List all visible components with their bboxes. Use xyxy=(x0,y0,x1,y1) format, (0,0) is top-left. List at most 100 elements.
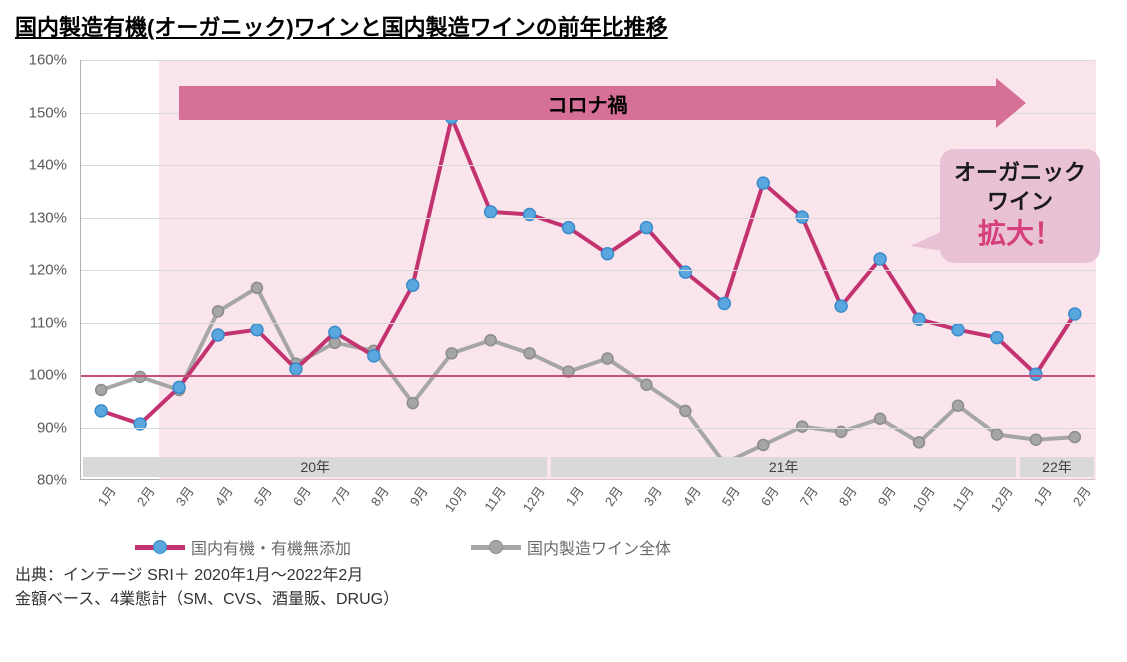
plot-area: コロナ禍20年21年22年オーガニックワイン拡大！ xyxy=(80,60,1095,480)
data-point xyxy=(290,363,302,375)
data-point xyxy=(602,353,613,364)
callout-tail-icon xyxy=(910,228,950,252)
data-point xyxy=(680,405,691,416)
legend-swatch xyxy=(135,545,185,550)
x-tick-label: 6月 xyxy=(287,482,314,509)
y-tick-label: 150% xyxy=(29,104,67,121)
data-point xyxy=(563,222,575,234)
gridline xyxy=(81,428,1095,429)
baseline-100 xyxy=(81,375,1095,377)
x-tick-label: 10月 xyxy=(908,482,939,515)
x-tick-label: 8月 xyxy=(365,482,392,509)
chart-container: 80% 90% 100% 110% 120% 130% 140% 150% 160% コロナ禍 2… xyxy=(15,50,1105,560)
y-tick-label: 80% xyxy=(37,472,67,489)
x-tick-label: 11月 xyxy=(479,482,510,515)
data-point xyxy=(368,350,380,362)
source-text: 出典：インテージ SRI＋ 2020年1月～2022年2月 金額ベース、4業態計… xyxy=(15,564,1112,612)
y-tick-label: 120% xyxy=(29,262,67,279)
x-tick-label: 6月 xyxy=(756,482,783,509)
legend-swatch xyxy=(471,545,521,550)
x-tick-label: 1月 xyxy=(560,482,587,509)
x-axis: 1月2月3月4月5月6月7月8月9月10月11月12月1月2月3月4月5月6月7… xyxy=(80,482,1095,532)
x-tick-label: 1月 xyxy=(92,482,119,509)
data-point xyxy=(251,324,263,336)
x-tick-label: 4月 xyxy=(677,482,704,509)
legend-marker-icon xyxy=(489,540,503,554)
legend-item: 国内製造ワイン全体 xyxy=(471,535,671,559)
corona-arrow: コロナ禍 xyxy=(179,86,1026,120)
data-point xyxy=(213,306,224,317)
data-point xyxy=(1030,434,1041,445)
x-tick-label: 4月 xyxy=(209,482,236,509)
data-point xyxy=(874,253,886,265)
arrow-head-icon xyxy=(996,78,1026,128)
data-point xyxy=(95,405,107,417)
y-tick-label: 100% xyxy=(29,367,67,384)
x-tick-label: 3月 xyxy=(638,482,665,509)
legend: 国内有機・有機無添加 国内製造ワイン全体 xyxy=(135,535,671,559)
source-line-2: 金額ベース、4業態計（SM、CVS、酒量販、DRUG） xyxy=(15,588,1112,612)
gridline xyxy=(81,60,1095,61)
data-point xyxy=(952,324,964,336)
gridline xyxy=(81,270,1095,271)
year-band: 22年 xyxy=(1020,457,1094,477)
corona-arrow-label: コロナ禍 xyxy=(179,86,996,120)
chart-title: 国内製造有機(オーガニック)ワインと国内製造ワインの前年比推移 xyxy=(15,10,1112,42)
data-point xyxy=(446,348,457,359)
x-tick-label: 1月 xyxy=(1029,482,1056,509)
y-tick-label: 140% xyxy=(29,157,67,174)
data-point xyxy=(641,379,652,390)
data-point xyxy=(212,329,224,341)
data-point xyxy=(875,413,886,424)
x-tick-label: 11月 xyxy=(947,482,978,515)
x-tick-label: 2月 xyxy=(599,482,626,509)
data-point xyxy=(1069,432,1080,443)
y-tick-label: 130% xyxy=(29,209,67,226)
callout-bubble: オーガニックワイン拡大！ xyxy=(940,149,1100,263)
data-point xyxy=(485,335,496,346)
data-point xyxy=(485,206,497,218)
source-line-1: 出典：インテージ SRI＋ 2020年1月～2022年2月 xyxy=(15,564,1112,588)
legend-label: 国内有機・有機無添加 xyxy=(191,535,351,559)
data-point xyxy=(640,222,652,234)
data-point xyxy=(679,266,691,278)
data-point xyxy=(758,439,769,450)
x-tick-label: 9月 xyxy=(404,482,431,509)
callout-line1: オーガニック xyxy=(954,159,1086,188)
data-point xyxy=(251,282,262,293)
data-point xyxy=(407,279,419,291)
gridline xyxy=(81,323,1095,324)
data-point xyxy=(952,400,963,411)
x-tick-label: 8月 xyxy=(834,482,861,509)
x-tick-label: 12月 xyxy=(517,482,548,515)
x-tick-label: 10月 xyxy=(439,482,470,515)
x-tick-label: 7月 xyxy=(795,482,822,509)
data-point xyxy=(524,209,536,221)
x-tick-label: 12月 xyxy=(986,482,1017,515)
data-point xyxy=(601,248,613,260)
data-point xyxy=(1069,308,1081,320)
data-point xyxy=(173,381,185,393)
data-point xyxy=(991,429,1002,440)
data-point xyxy=(329,326,341,338)
x-tick-label: 5月 xyxy=(717,482,744,509)
data-point xyxy=(718,298,730,310)
x-tick-label: 2月 xyxy=(131,482,158,509)
y-tick-label: 110% xyxy=(30,314,67,331)
data-point xyxy=(835,300,847,312)
y-axis: 80% 90% 100% 110% 120% 130% 140% 150% 160% xyxy=(15,50,75,560)
x-tick-label: 7月 xyxy=(326,482,353,509)
data-point xyxy=(96,384,107,395)
data-point xyxy=(914,437,925,448)
legend-marker-icon xyxy=(153,540,167,554)
year-band: 21年 xyxy=(551,457,1015,477)
x-tick-label: 3月 xyxy=(170,482,197,509)
x-tick-label: 2月 xyxy=(1068,482,1095,509)
legend-label: 国内製造ワイン全体 xyxy=(527,535,671,559)
data-point xyxy=(524,348,535,359)
y-tick-label: 90% xyxy=(37,419,67,436)
data-point xyxy=(991,332,1003,344)
x-tick-label: 5月 xyxy=(248,482,275,509)
y-tick-label: 160% xyxy=(29,52,67,69)
data-point xyxy=(407,398,418,409)
